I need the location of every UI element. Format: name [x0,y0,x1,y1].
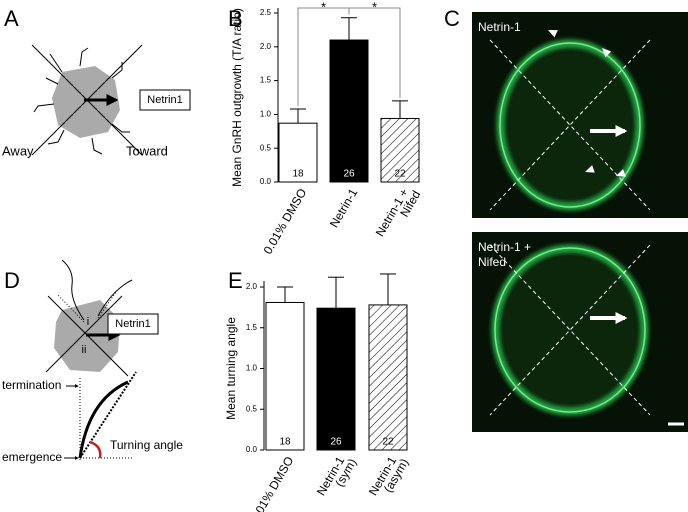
y-tick-label: 1.0 [260,110,272,119]
arrowhead [602,48,612,58]
n-label: 18 [279,437,291,448]
neurite [111,123,130,133]
y-axis-label: Mean turning angle [224,317,238,420]
y-tick-label: 2.0 [246,282,258,291]
cell-edge [494,247,646,413]
y-tick-label: 2.0 [260,42,272,51]
label: ii [82,344,87,356]
dash [489,39,651,211]
neurite [97,279,133,317]
neurite [111,62,123,79]
label: Away [2,143,34,158]
bar [265,301,305,451]
neurite [33,103,55,113]
cell-edge [499,42,641,208]
neurite [49,53,63,73]
label: Netrin1 [147,94,182,106]
n-label: 18 [292,169,304,180]
dash [489,39,651,211]
y-tick-label: 1.0 [246,364,258,373]
cell-glow [491,244,649,416]
n-label: 22 [394,169,406,180]
neurite [47,129,65,145]
sig-star: * [321,0,326,14]
n-label: 22 [382,437,394,448]
label: A [4,6,19,31]
bar [316,307,356,451]
dash [489,244,651,416]
sig-bracket [297,7,401,106]
y-tick-label: 1.5 [260,76,272,85]
arrowhead [616,169,626,177]
label: Turning angle [110,438,183,452]
neurite [79,47,89,67]
y-tick-label: 0.5 [260,143,272,152]
dotted [57,294,85,323]
label: Nifed [478,255,506,269]
neurite [91,137,103,155]
box [139,89,191,111]
label: i [87,316,89,328]
label: D [4,268,20,293]
label: C [444,6,460,31]
neurite [61,259,85,321]
divider [45,295,123,373]
dotted [79,371,137,459]
x-tick-label: 0.01% DMSO [261,186,310,257]
angle-arc [89,440,102,459]
dotted [97,291,117,319]
y-tick-label: 0.0 [260,177,272,186]
label: B [228,6,243,31]
label: Netrin-1 + [478,240,531,254]
bar [380,117,420,183]
y-axis-label: Mean GnRH outgrowth (T/A ratio) [230,8,244,187]
x-tick-label: 0.01% DMSO [248,454,297,512]
trajectory [78,380,129,459]
y-tick-label: 1.5 [246,323,258,332]
label: E [228,268,243,293]
bar [368,304,408,451]
y-tick-label: 2.5 [260,8,272,17]
n-label: 26 [343,169,355,180]
n-label: 26 [330,437,342,448]
label: emergence [2,450,62,464]
bar [329,39,369,183]
neurite [45,77,59,85]
y-tick-label: 0.0 [246,445,258,454]
x-tick-label: Netrin-1 [327,186,361,230]
label: Toward [126,143,168,158]
label: Netrin1 [115,318,150,330]
dash [489,244,651,416]
label: Netrin-1 [478,20,521,34]
box [107,313,159,335]
arrowhead [585,165,595,173]
y-tick-label: 0.5 [246,404,258,413]
sig-star: * [372,0,377,14]
label: termination [2,378,61,392]
cell-glow [496,39,644,211]
arrowhead [548,30,558,38]
